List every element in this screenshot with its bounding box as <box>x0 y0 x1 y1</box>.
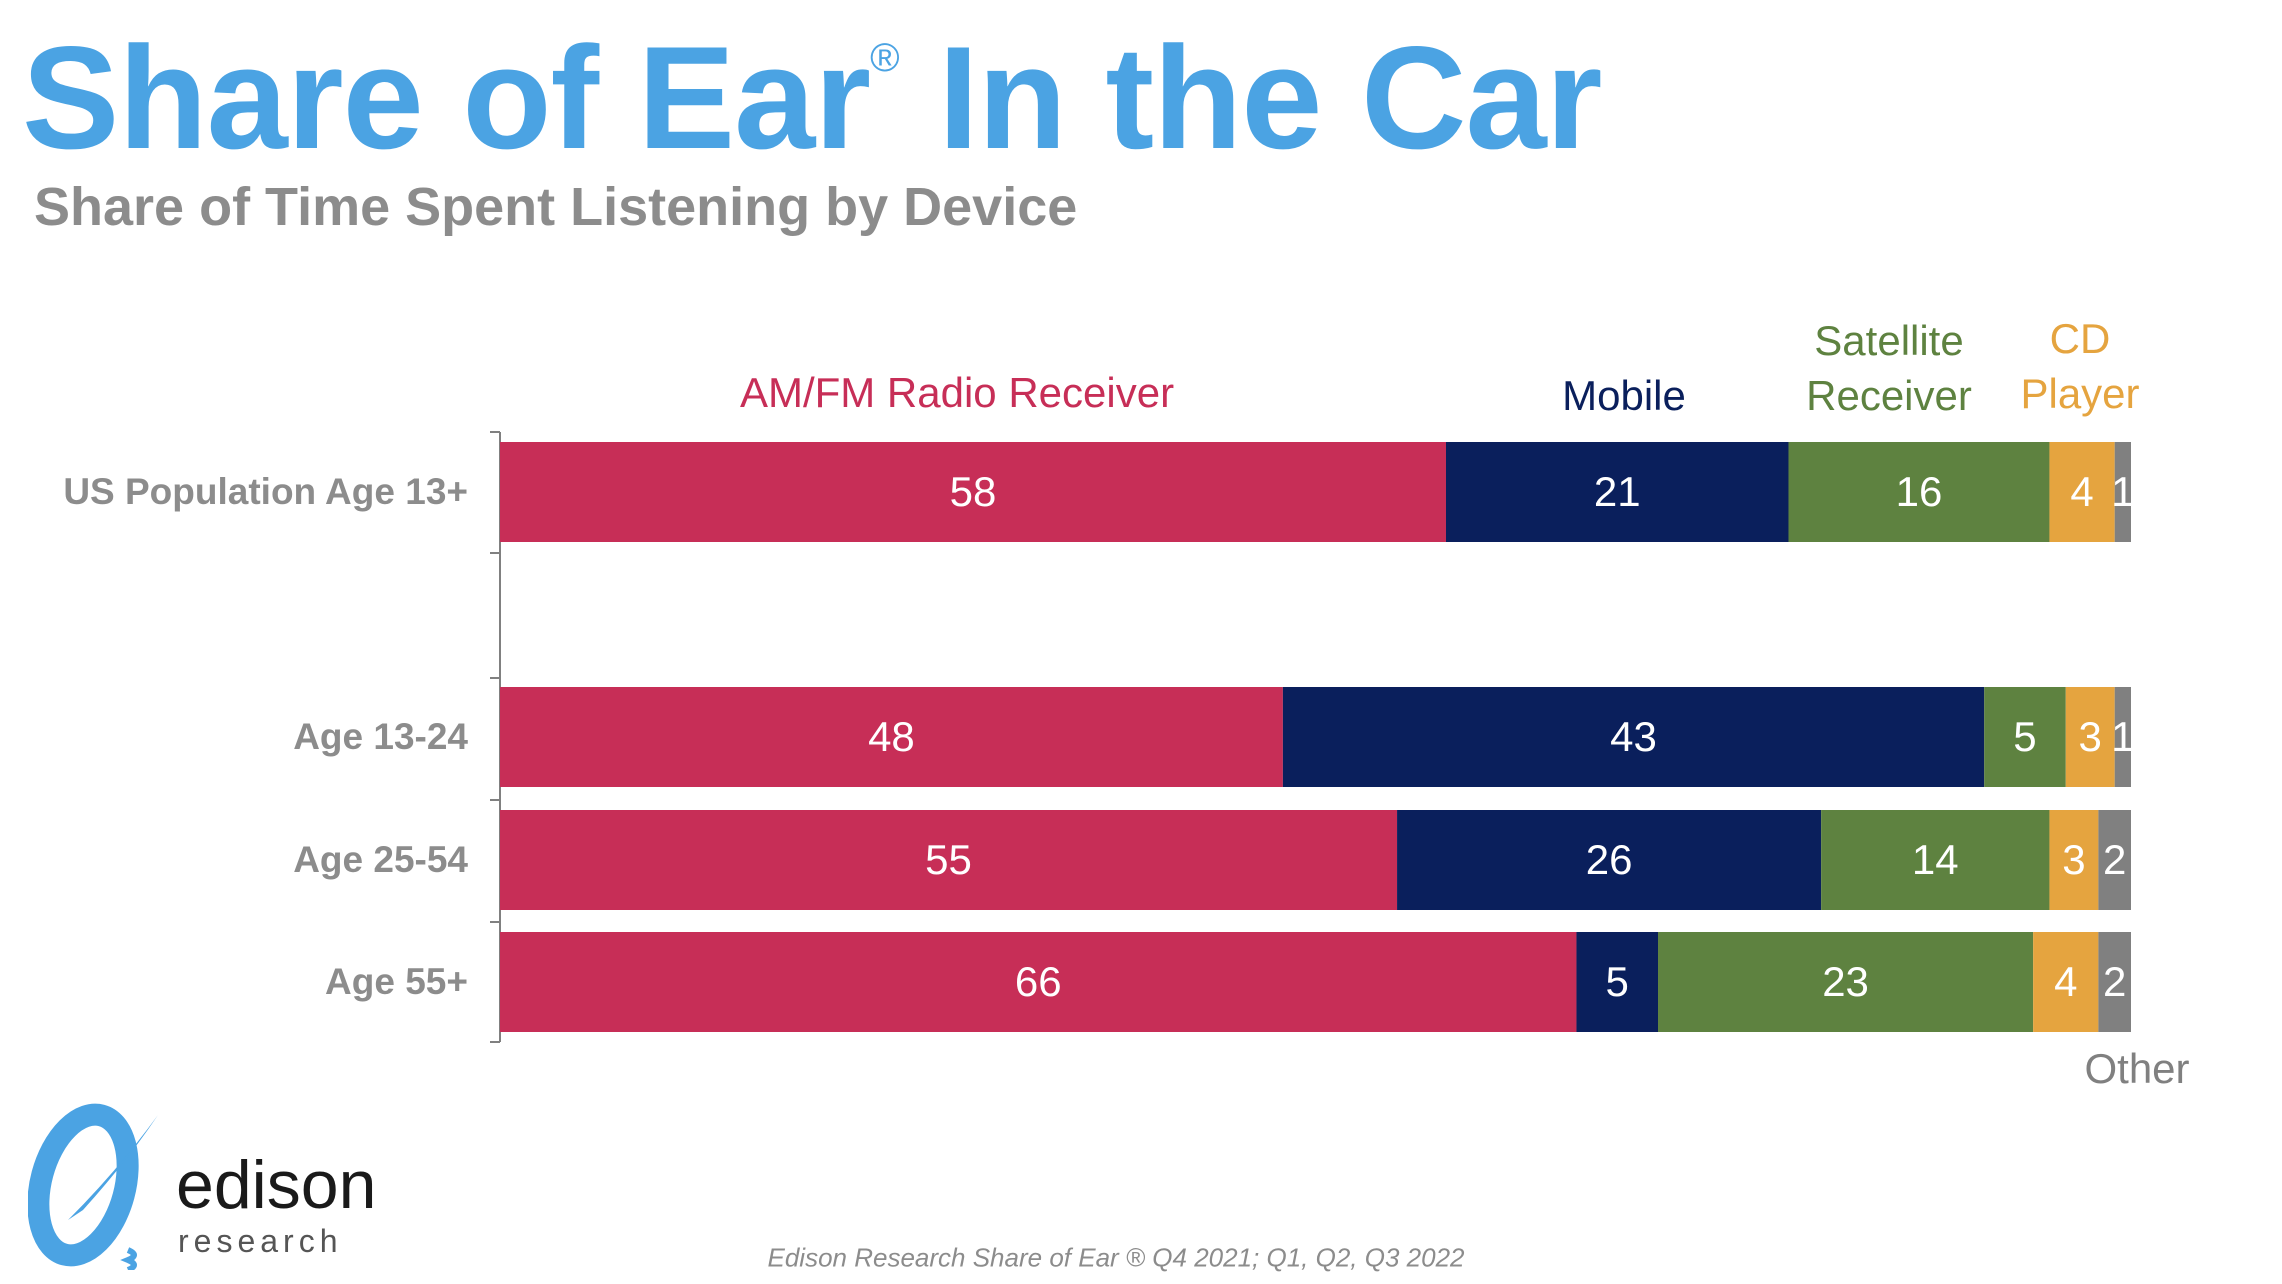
bar-segment <box>2049 442 2115 542</box>
data-label: 4 <box>2054 958 2077 1005</box>
data-label: 48 <box>868 713 915 760</box>
page-title: Share of Ear® In the Car <box>22 16 1602 179</box>
bar-segment <box>2114 687 2131 787</box>
logo-subtext: research <box>178 1223 343 1259</box>
chart-subtitle: Share of Time Spent Listening by Device <box>34 177 1078 237</box>
data-label: 2 <box>2103 836 2126 883</box>
data-label: 4 <box>2070 468 2093 515</box>
data-label: 14 <box>1912 836 1959 883</box>
data-label: 23 <box>1822 958 1869 1005</box>
legend-mobile: Mobile <box>1562 372 1686 419</box>
legend-cd-line2: Player <box>2020 369 2140 417</box>
bar-segment <box>1282 687 1985 787</box>
data-label: 5 <box>1606 958 1629 1005</box>
data-label: 55 <box>925 836 972 883</box>
data-label: 3 <box>2062 836 2085 883</box>
legend-cd-line1: CD <box>2049 315 2111 362</box>
data-label: 1 <box>2111 713 2134 760</box>
bar-segment <box>2098 810 2131 910</box>
bar-segment <box>2065 687 2115 787</box>
bar-segment <box>1658 932 2034 1032</box>
bar-segment <box>1445 442 1789 542</box>
data-label: 21 <box>1594 468 1641 515</box>
category-label-age-13-24: Age 13-24 <box>293 716 468 757</box>
category-label-age-55-plus: Age 55+ <box>325 961 468 1002</box>
category-label-us-population: US Population Age 13+ <box>63 471 468 512</box>
bar-segment <box>500 687 1283 787</box>
data-label: 66 <box>1015 958 1062 1005</box>
legend-other: Other <box>2084 1045 2190 1092</box>
legend-satellite: Satellite Receiver <box>1806 314 1972 423</box>
legend-cd-player: CD Player <box>2020 312 2139 421</box>
bar-segment <box>1788 442 2050 542</box>
bar-segment <box>1821 810 2050 910</box>
data-label: 16 <box>1896 468 1943 515</box>
legend-amfm: AM/FM Radio Receiver <box>739 369 1175 416</box>
data-label: 2 <box>2103 958 2126 1005</box>
data-label: 1 <box>2111 468 2134 515</box>
bar-segment <box>2049 810 2099 910</box>
data-label: 26 <box>1586 836 1633 883</box>
bar-segment <box>1397 810 1822 910</box>
bar-segment <box>2114 442 2131 542</box>
bar-segment <box>2098 932 2131 1032</box>
legend-satellite-line2: Receiver <box>1806 371 1972 419</box>
bar-segment <box>1576 932 1659 1032</box>
bar-segment <box>500 932 1577 1032</box>
edison-research-logo: edison research <box>28 1103 376 1270</box>
data-label: 3 <box>2079 713 2102 760</box>
data-label: 58 <box>950 468 997 515</box>
bar-segment <box>500 442 1446 542</box>
data-label: 5 <box>2013 713 2036 760</box>
bar-segment <box>500 810 1398 910</box>
bar-segment <box>2033 932 2099 1032</box>
source-footnote: Edison Research Share of Ear ® Q4 2021; … <box>767 1242 1465 1273</box>
legend-satellite-line1: Satellite <box>1814 317 1964 364</box>
data-label: 43 <box>1610 713 1657 760</box>
bar-segment <box>1984 687 2066 787</box>
logo-text: edison <box>176 1147 376 1223</box>
category-label-age-25-54: Age 25-54 <box>293 839 468 880</box>
